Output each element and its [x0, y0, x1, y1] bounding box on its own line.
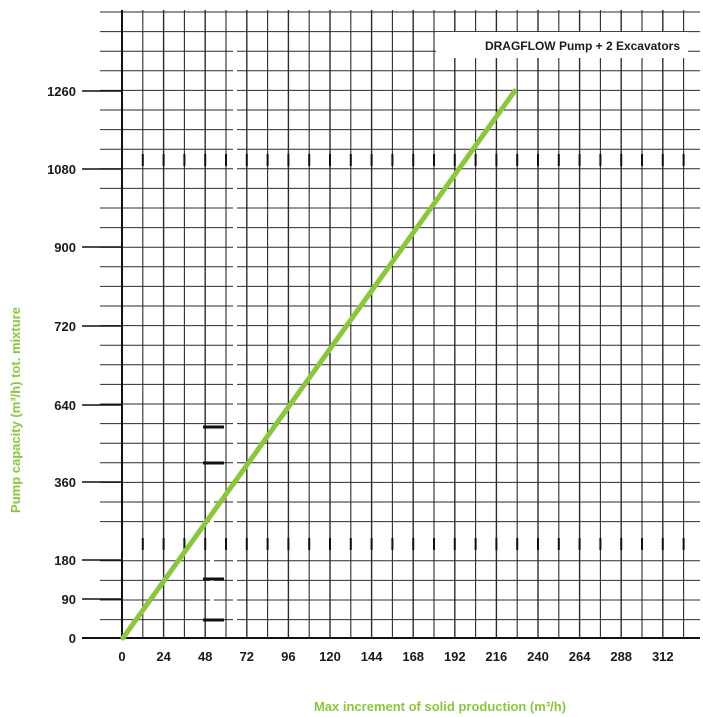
axes	[82, 10, 700, 639]
x-tick-label: 0	[118, 649, 125, 664]
y-axis-ticks: 0 90 180 360 640 720 900 1080 1260	[47, 84, 122, 646]
y-axis-title: Pump capacity (m³/h) tot. mixture	[8, 307, 23, 513]
x-tick-label: 168	[402, 649, 424, 664]
legend: DRAGFLOW Pump + 2 Excavators	[436, 32, 688, 58]
y-tick-label: 360	[54, 475, 76, 490]
x-tick-label: 120	[319, 649, 341, 664]
x-axis-ticks: 0 24 48 72 96 120 144 168 192 216 240 264 288 312	[118, 649, 673, 664]
x-tick-label: 240	[527, 649, 549, 664]
y-tick-label: 90	[62, 592, 76, 607]
y-tick-label: 0	[69, 631, 76, 646]
legend-box	[436, 32, 688, 58]
x-tick-label: 216	[486, 649, 508, 664]
y-tick-label: 180	[54, 553, 76, 568]
x-tick-label: 24	[156, 649, 171, 664]
y-tick-label: 1080	[47, 162, 76, 177]
grid-gap	[210, 500, 214, 717]
x-tick-label: 288	[610, 649, 632, 664]
grid	[0, 10, 703, 717]
x-tick-label: 192	[444, 649, 466, 664]
x-tick-label: 48	[198, 649, 212, 664]
y-tick-label: 900	[54, 240, 76, 255]
x-axis-title: Max increment of solid production (m³/h)	[314, 699, 566, 714]
series-group	[120, 88, 518, 641]
x-tick-label: 312	[652, 649, 674, 664]
x-tick-label: 144	[361, 649, 383, 664]
x-tick-label: 72	[240, 649, 254, 664]
x-tick-label: 264	[569, 649, 591, 664]
series-line	[120, 88, 518, 641]
grid-gap	[233, 40, 237, 717]
y-tick-label: 1260	[47, 84, 76, 99]
y-tick-label: 720	[54, 319, 76, 334]
y-tick-label: 640	[54, 398, 76, 413]
legend-entry: DRAGFLOW Pump + 2 Excavators	[485, 39, 680, 53]
x-tick-label: 96	[281, 649, 295, 664]
